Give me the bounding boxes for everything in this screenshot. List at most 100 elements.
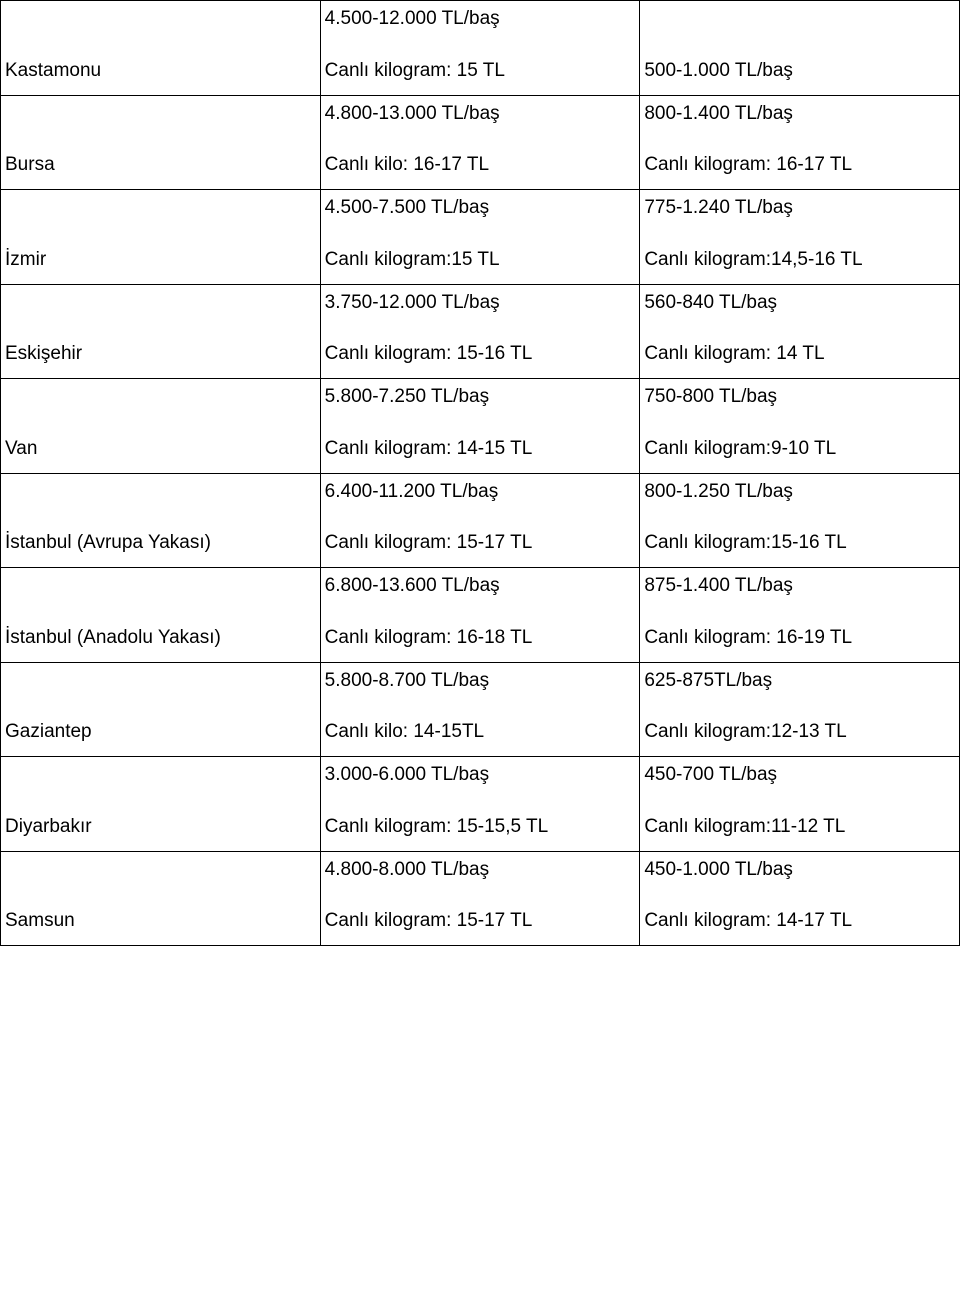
city-cell: Van bbox=[1, 379, 321, 474]
price-per-kg: Canlı kilo: 14-15TL bbox=[325, 720, 636, 744]
price-range: 6.800-13.600 TL/baş bbox=[325, 574, 636, 598]
price-per-kg: Canlı kilogram:15-16 TL bbox=[644, 531, 955, 555]
spacer bbox=[644, 598, 955, 626]
price-cell-2: 450-1.000 TL/baş Canlı kilogram: 14-17 TL bbox=[640, 851, 960, 946]
price-cell-1: 6.400-11.200 TL/baş Canlı kilogram: 15-17… bbox=[320, 473, 640, 568]
price-per-kg: Canlı kilogram: 14 TL bbox=[644, 342, 955, 366]
price-cell-2: 560-840 TL/baş Canlı kilogram: 14 TL bbox=[640, 284, 960, 379]
spacer bbox=[644, 881, 955, 909]
price-cell-2: 775-1.240 TL/baş Canlı kilogram:14,5-16 T… bbox=[640, 190, 960, 285]
price-cell-2: 875-1.400 TL/baş Canlı kilogram: 16-19 TL bbox=[640, 568, 960, 663]
city-name: Gaziantep bbox=[5, 720, 316, 744]
price-range: 560-840 TL/baş bbox=[644, 291, 955, 315]
spacer bbox=[325, 125, 636, 153]
city-cell: Diyarbakır bbox=[1, 757, 321, 852]
spacer bbox=[644, 692, 955, 720]
price-per-kg: Canlı kilogram: 14-17 TL bbox=[644, 909, 955, 933]
table-row: Kastamonu 4.500-12.000 TL/baş Canlı kilogr… bbox=[1, 1, 960, 96]
spacer bbox=[325, 314, 636, 342]
price-cell-1: 5.800-7.250 TL/baş Canlı kilogram: 14-15 … bbox=[320, 379, 640, 474]
price-range: 800-1.400 TL/baş bbox=[644, 102, 955, 126]
price-per-kg: 500-1.000 TL/baş bbox=[644, 59, 955, 83]
spacer bbox=[325, 409, 636, 437]
spacer bbox=[325, 692, 636, 720]
city-name: Van bbox=[5, 437, 316, 461]
price-cell-2: 625-875TL/baş Canlı kilogram:12-13 TL bbox=[640, 662, 960, 757]
table-row: Van 5.800-7.250 TL/baş Canlı kilogram: 14-… bbox=[1, 379, 960, 474]
price-per-kg: Canlı kilogram:14,5-16 TL bbox=[644, 248, 955, 272]
city-name: Diyarbakır bbox=[5, 815, 316, 839]
price-cell-1: 6.800-13.600 TL/baş Canlı kilogram: 16-18… bbox=[320, 568, 640, 663]
city-cell: İzmir bbox=[1, 190, 321, 285]
price-range: 4.800-13.000 TL/baş bbox=[325, 102, 636, 126]
price-cell-2: 800-1.250 TL/baş Canlı kilogram:15-16 TL bbox=[640, 473, 960, 568]
price-range: 4.500-12.000 TL/baş bbox=[325, 7, 636, 31]
city-name: Bursa bbox=[5, 153, 316, 177]
price-table-page: Kastamonu 4.500-12.000 TL/baş Canlı kilogr… bbox=[0, 0, 960, 946]
price-per-kg: Canlı kilogram:12-13 TL bbox=[644, 720, 955, 744]
city-name: İstanbul (Anadolu Yakası) bbox=[5, 626, 316, 650]
table-row: İstanbul (Avrupa Yakası)6.400-11.200 TL/… bbox=[1, 473, 960, 568]
price-cell-1: 5.800-8.700 TL/başCanlı kilo: 14-15TL bbox=[320, 662, 640, 757]
city-name: İzmir bbox=[5, 248, 316, 272]
price-per-kg: Canlı kilo: 16-17 TL bbox=[325, 153, 636, 177]
price-range: 775-1.240 TL/baş bbox=[644, 196, 955, 220]
city-cell: İstanbul (Anadolu Yakası) bbox=[1, 568, 321, 663]
city-name: İstanbul (Avrupa Yakası) bbox=[5, 531, 316, 555]
price-range: 4.800-8.000 TL/baş bbox=[325, 858, 636, 882]
spacer bbox=[644, 787, 955, 815]
price-per-kg: Canlı kilogram:15 TL bbox=[325, 248, 636, 272]
spacer bbox=[644, 314, 955, 342]
price-per-kg: Canlı kilogram: 15-16 TL bbox=[325, 342, 636, 366]
price-per-kg: Canlı kilogram: 16-18 TL bbox=[325, 626, 636, 650]
price-per-kg: Canlı kilogram: 16-19 TL bbox=[644, 626, 955, 650]
price-cell-2: 500-1.000 TL/baş bbox=[640, 1, 960, 96]
city-cell: Eskişehir bbox=[1, 284, 321, 379]
price-range: 875-1.400 TL/baş bbox=[644, 574, 955, 598]
spacer bbox=[644, 220, 955, 248]
table-row: İzmir4.500-7.500 TL/başCanlı kilogram:15… bbox=[1, 190, 960, 285]
price-per-kg: Canlı kilogram: 15-17 TL bbox=[325, 531, 636, 555]
spacer bbox=[325, 31, 636, 59]
price-per-kg: Canlı kilogram: 15-15,5 TL bbox=[325, 815, 636, 839]
price-per-kg: Canlı kilogram: 15 TL bbox=[325, 59, 636, 83]
spacer bbox=[644, 125, 955, 153]
city-name: Eskişehir bbox=[5, 342, 316, 366]
city-cell: Gaziantep bbox=[1, 662, 321, 757]
price-range: 3.000-6.000 TL/baş bbox=[325, 763, 636, 787]
price-range: 750-800 TL/baş bbox=[644, 385, 955, 409]
spacer bbox=[644, 31, 955, 59]
spacer bbox=[644, 503, 955, 531]
price-range: 5.800-7.250 TL/baş bbox=[325, 385, 636, 409]
price-per-kg: Canlı kilogram:11-12 TL bbox=[644, 815, 955, 839]
price-cell-2: 750-800 TL/baş Canlı kilogram:9-10 TL bbox=[640, 379, 960, 474]
spacer bbox=[325, 503, 636, 531]
spacer bbox=[325, 598, 636, 626]
price-cell-2: 800-1.400 TL/baş Canlı kilogram: 16-17 TL bbox=[640, 95, 960, 190]
spacer bbox=[325, 787, 636, 815]
price-range: 3.750-12.000 TL/baş bbox=[325, 291, 636, 315]
table-row: Eskişehir 3.750-12.000 TL/baş Canlı kilogr… bbox=[1, 284, 960, 379]
city-name: Kastamonu bbox=[5, 59, 316, 83]
price-per-kg: Canlı kilogram:9-10 TL bbox=[644, 437, 955, 461]
table-row: Samsun 4.800-8.000 TL/baş Canlı kilogram: … bbox=[1, 851, 960, 946]
spacer bbox=[325, 220, 636, 248]
city-cell: Kastamonu bbox=[1, 1, 321, 96]
table-row: Bursa 4.800-13.000 TL/baş Canlı kilo: 16-1… bbox=[1, 95, 960, 190]
price-range: 625-875TL/baş bbox=[644, 669, 955, 693]
table-row: İstanbul (Anadolu Yakası)6.800-13.600 TL… bbox=[1, 568, 960, 663]
spacer bbox=[325, 881, 636, 909]
price-per-kg: Canlı kilogram: 14-15 TL bbox=[325, 437, 636, 461]
table-row: Diyarbakır 3.000-6.000 TL/baş Canlı kilogr… bbox=[1, 757, 960, 852]
price-range: 450-1.000 TL/baş bbox=[644, 858, 955, 882]
price-per-kg: Canlı kilogram: 16-17 TL bbox=[644, 153, 955, 177]
price-range: 450-700 TL/baş bbox=[644, 763, 955, 787]
price-per-kg: Canlı kilogram: 15-17 TL bbox=[325, 909, 636, 933]
price-range: 6.400-11.200 TL/baş bbox=[325, 480, 636, 504]
price-cell-1: 4.500-12.000 TL/baş Canlı kilogram: 15 TL bbox=[320, 1, 640, 96]
city-cell: İstanbul (Avrupa Yakası) bbox=[1, 473, 321, 568]
price-range: 800-1.250 TL/baş bbox=[644, 480, 955, 504]
price-cell-1: 4.500-7.500 TL/başCanlı kilogram:15 TL bbox=[320, 190, 640, 285]
city-cell: Samsun bbox=[1, 851, 321, 946]
city-name: Samsun bbox=[5, 909, 316, 933]
